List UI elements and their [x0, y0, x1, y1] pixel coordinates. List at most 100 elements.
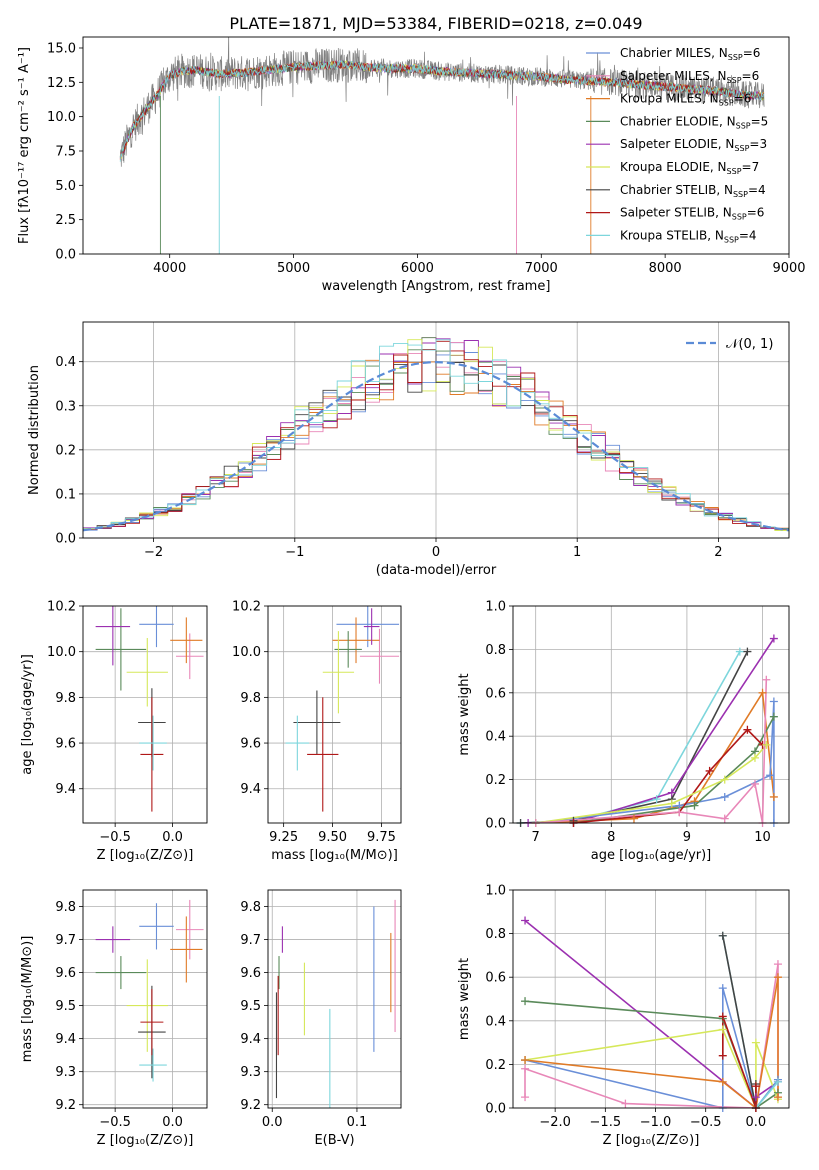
- weight-marker: [766, 771, 775, 780]
- z-weight-xtick-label: −1.0: [640, 1115, 672, 1130]
- z-weight-ytick-label: 0.6: [485, 971, 506, 986]
- age-weight-ytick-label: 0.2: [485, 773, 506, 788]
- weight-marker: [773, 1077, 782, 1086]
- z-age-ylabel: age [log₁₀(age/yr)]: [20, 654, 35, 775]
- z-weight-ytick-label: 0.4: [485, 1014, 506, 1029]
- z-mass-ytick-label: 9.6: [55, 966, 76, 981]
- histogram-xtick-label: 0: [432, 545, 440, 560]
- legend-label: Salpeter STELIB, NSSP=6: [620, 206, 764, 222]
- ebv-mass-plot-area: [275, 899, 396, 1108]
- spectrum-plot-area: [119, 37, 765, 254]
- age-weight-xtick-label: 7: [532, 830, 540, 845]
- ebv-mass-ytick-label: 9.5: [240, 999, 261, 1014]
- legend-subscript: SSP: [727, 167, 742, 176]
- spectrum-ytick-label: 15.0: [47, 41, 76, 56]
- weight-marker: [718, 1051, 727, 1060]
- legend-label: 𝒩(0, 1): [726, 337, 773, 352]
- legend-subscript: SSP: [728, 53, 743, 62]
- age-weight-ytick-label: 0.4: [485, 730, 506, 745]
- legend-subscript: SSP: [732, 213, 747, 222]
- weight-marker: [751, 1082, 760, 1091]
- spectrum-title: PLATE=1871, MJD=53384, FIBERID=0218, z=0…: [229, 14, 642, 33]
- mass-age-ytick-label: 9.4: [240, 782, 261, 797]
- age-weight-xlabel: age [log₁₀(age/yr)]: [591, 848, 712, 863]
- weight-marker: [521, 916, 530, 925]
- age-weight-frame: [512, 605, 790, 824]
- weight-marker: [718, 931, 727, 940]
- weight-series-line: [524, 987, 779, 1108]
- age-weight-ytick-label: 0.0: [485, 817, 506, 832]
- histogram-xlabel: (data-model)/error: [376, 563, 497, 578]
- weight-marker: [762, 740, 771, 749]
- weight-marker: [751, 1038, 760, 1047]
- z-weight-xtick-label: 0.0: [746, 1115, 767, 1130]
- weight-marker: [750, 779, 759, 788]
- z-age-frame: [82, 605, 208, 824]
- weight-marker: [718, 1012, 727, 1021]
- weight-marker: [743, 647, 752, 656]
- legend-value: =4: [739, 228, 757, 242]
- mass-age-frame: [267, 605, 402, 824]
- legend-value: =6: [743, 46, 761, 60]
- z-age-ytick-label: 9.4: [55, 782, 76, 797]
- ebv-mass-xtick-label: 0.0: [262, 1115, 283, 1130]
- z-age-ytick-label: 10.2: [47, 600, 76, 615]
- z-age-ytick-label: 9.8: [55, 691, 76, 706]
- spectrum-ytick-label: 10.0: [47, 110, 76, 125]
- weight-series-line: [524, 919, 779, 1108]
- weight-marker: [769, 792, 778, 801]
- histogram-ytick-label: 0.1: [55, 487, 76, 502]
- z-age-ytick-label: 10.0: [47, 645, 76, 660]
- z-age-xlabel: Z [log₁₀(Z/Z⊙)]: [97, 848, 194, 863]
- weight-marker: [762, 675, 771, 684]
- weight-marker: [720, 775, 729, 784]
- weight-series-line: [524, 963, 779, 1108]
- z-weight-ytick-label: 0.0: [485, 1102, 506, 1117]
- z-weight-ylabel: mass weight: [457, 958, 472, 1040]
- spectrum-xtick-label: 5000: [277, 261, 310, 276]
- age-weight-plot-area: [520, 638, 775, 823]
- z-mass-ytick-label: 9.2: [55, 1098, 76, 1113]
- weight-marker: [750, 753, 759, 762]
- ebv-mass-ytick-label: 9.4: [240, 1032, 261, 1047]
- mass-age-ytick-label: 10.2: [232, 600, 261, 615]
- legend-value: =6: [742, 69, 760, 83]
- weight-marker: [521, 1064, 530, 1073]
- z-age-plot-area: [95, 606, 204, 812]
- weight-series-line: [528, 638, 775, 823]
- histogram-frame: [82, 321, 790, 539]
- weight-marker: [718, 984, 727, 993]
- weight-marker: [667, 799, 676, 808]
- weight-marker: [773, 973, 782, 982]
- histogram-xtick-label: −1: [285, 545, 304, 560]
- weight-series-line: [722, 935, 757, 1108]
- ebv-mass-ytick-label: 9.6: [240, 966, 261, 981]
- age-weight-xtick-label: 10: [754, 830, 771, 845]
- histogram-xtick-label: −2: [144, 545, 163, 560]
- weight-marker: [652, 795, 661, 804]
- weight-marker: [743, 725, 752, 734]
- weight-marker: [521, 1093, 530, 1102]
- weight-marker: [758, 688, 767, 697]
- age-weight-xtick-label: 8: [607, 830, 615, 845]
- age-weight-ytick-label: 0.8: [485, 643, 506, 658]
- ebv-mass-ytick-label: 9.3: [240, 1065, 261, 1080]
- mass-age-xtick-label: 9.25: [269, 830, 298, 845]
- ebv-mass-xtick-label: 0.1: [347, 1115, 368, 1130]
- z-mass-frame: [82, 889, 208, 1109]
- spectrum-xtick-label: 7000: [525, 261, 558, 276]
- legend-value: =7: [742, 160, 760, 174]
- weight-series-line: [535, 679, 768, 823]
- weight-series-line: [535, 701, 775, 823]
- spectrum-ytick-label: 7.5: [55, 144, 76, 159]
- age-weight-ytick-label: 0.6: [485, 686, 506, 701]
- spectrum-ytick-label: 12.5: [47, 76, 76, 91]
- weight-marker: [720, 792, 729, 801]
- age-weight-xtick-label: 9: [683, 830, 691, 845]
- z-weight-ytick-label: 0.2: [485, 1058, 506, 1073]
- legend-subscript: SSP: [719, 99, 734, 108]
- z-mass-ytick-label: 9.5: [55, 999, 76, 1014]
- weight-marker: [769, 697, 778, 706]
- weight-marker: [667, 788, 676, 797]
